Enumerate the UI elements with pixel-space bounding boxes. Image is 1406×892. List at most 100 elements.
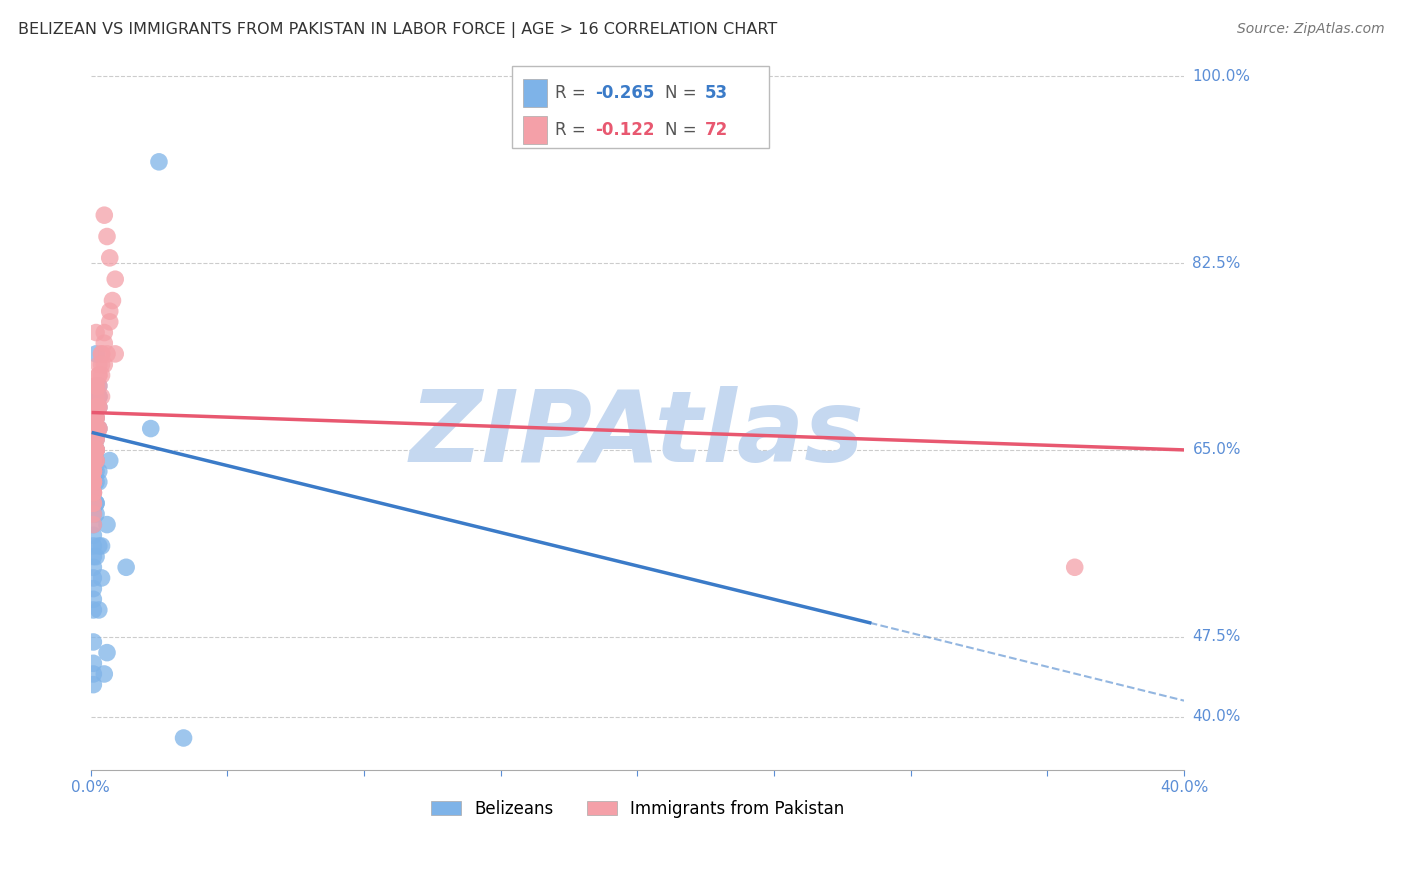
Point	[84, 411, 107, 425]
Legend: Belizeans, Immigrants from Pakistan: Belizeans, Immigrants from Pakistan	[422, 791, 852, 826]
Point	[82, 464, 104, 478]
Point	[93, 667, 115, 681]
Point	[84, 453, 107, 467]
Point	[84, 421, 107, 435]
Point	[93, 336, 115, 351]
Point	[84, 432, 107, 446]
Point	[96, 347, 118, 361]
Point	[82, 549, 104, 564]
Point	[82, 635, 104, 649]
Point	[104, 272, 127, 286]
Point	[90, 358, 112, 372]
Text: 100.0%: 100.0%	[1192, 69, 1250, 84]
Text: N =: N =	[665, 121, 702, 139]
Point	[84, 442, 107, 457]
Point	[82, 475, 104, 489]
Point	[82, 411, 104, 425]
Point	[82, 475, 104, 489]
Point	[98, 251, 121, 265]
Point	[84, 442, 107, 457]
Point	[87, 421, 110, 435]
Point	[98, 453, 121, 467]
Point	[98, 315, 121, 329]
Point	[84, 379, 107, 393]
Point	[82, 507, 104, 521]
Point	[87, 401, 110, 415]
Point	[82, 485, 104, 500]
Point	[82, 432, 104, 446]
Point	[93, 358, 115, 372]
Text: ZIPAtlas: ZIPAtlas	[411, 385, 865, 483]
Point	[84, 442, 107, 457]
Point	[82, 464, 104, 478]
Text: BELIZEAN VS IMMIGRANTS FROM PAKISTAN IN LABOR FORCE | AGE > 16 CORRELATION CHART: BELIZEAN VS IMMIGRANTS FROM PAKISTAN IN …	[18, 22, 778, 38]
Point	[84, 464, 107, 478]
Point	[82, 571, 104, 585]
Point	[84, 401, 107, 415]
Point	[82, 592, 104, 607]
Point	[84, 401, 107, 415]
Point	[84, 347, 107, 361]
Text: 53: 53	[706, 84, 728, 102]
Point	[87, 379, 110, 393]
Point	[87, 539, 110, 553]
Point	[87, 368, 110, 383]
Point	[82, 560, 104, 574]
Point	[84, 549, 107, 564]
Text: Source: ZipAtlas.com: Source: ZipAtlas.com	[1237, 22, 1385, 37]
Point	[82, 517, 104, 532]
Point	[173, 731, 195, 745]
Point	[82, 678, 104, 692]
Point	[84, 411, 107, 425]
Point	[115, 560, 138, 574]
Point	[82, 603, 104, 617]
Point	[87, 603, 110, 617]
Point	[84, 401, 107, 415]
Point	[82, 421, 104, 435]
Point	[82, 667, 104, 681]
Point	[87, 358, 110, 372]
Point	[82, 401, 104, 415]
Point	[1063, 560, 1085, 574]
Point	[87, 390, 110, 404]
Point	[87, 379, 110, 393]
Point	[84, 507, 107, 521]
Point	[82, 496, 104, 510]
Point	[82, 485, 104, 500]
Point	[82, 475, 104, 489]
Point	[84, 496, 107, 510]
Point	[82, 485, 104, 500]
Point	[84, 379, 107, 393]
Point	[96, 229, 118, 244]
Point	[82, 539, 104, 553]
Text: 82.5%: 82.5%	[1192, 256, 1240, 270]
Point	[96, 646, 118, 660]
Text: 65.0%: 65.0%	[1192, 442, 1241, 458]
FancyBboxPatch shape	[523, 78, 547, 107]
Point	[82, 421, 104, 435]
Point	[90, 571, 112, 585]
Point	[82, 411, 104, 425]
Text: -0.265: -0.265	[595, 84, 654, 102]
Point	[87, 464, 110, 478]
Point	[84, 411, 107, 425]
Point	[87, 401, 110, 415]
Point	[82, 464, 104, 478]
Point	[84, 442, 107, 457]
FancyBboxPatch shape	[512, 66, 769, 148]
Point	[101, 293, 124, 308]
Point	[90, 368, 112, 383]
Point	[84, 411, 107, 425]
Point	[84, 390, 107, 404]
Point	[82, 464, 104, 478]
Point	[84, 379, 107, 393]
Point	[82, 582, 104, 596]
Point	[84, 453, 107, 467]
Text: 47.5%: 47.5%	[1192, 629, 1240, 644]
Point	[90, 347, 112, 361]
Point	[87, 421, 110, 435]
Point	[84, 432, 107, 446]
Point	[84, 453, 107, 467]
Point	[90, 539, 112, 553]
Point	[90, 347, 112, 361]
